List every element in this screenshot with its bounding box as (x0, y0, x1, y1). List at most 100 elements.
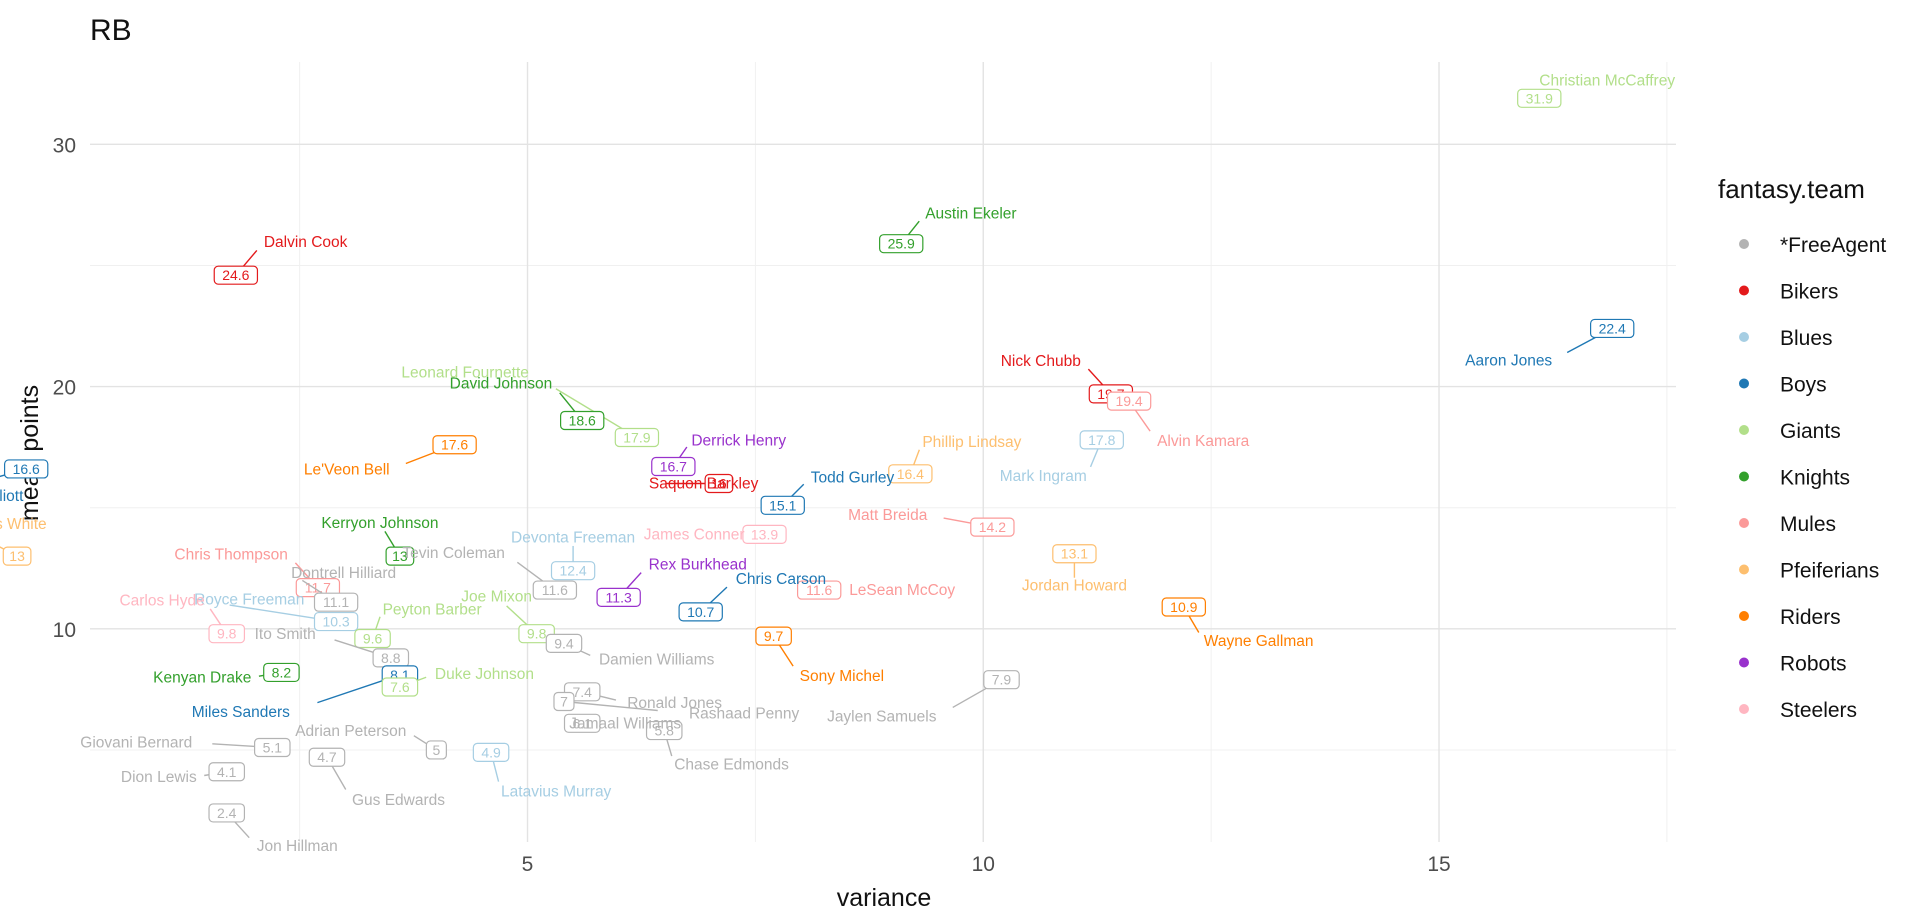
point-rex-burkhead: 11.3 Rex Burkhead (596, 556, 747, 607)
x-axis-ticks: 5 10 15 (522, 853, 1451, 876)
legend-label: Boys (1780, 374, 1827, 397)
value-label-box (3, 459, 49, 479)
point-jaylen-samuels: 7.9 Jaylen Samuels (827, 670, 1020, 726)
player-label: Tevin Coleman (402, 545, 505, 562)
value-label: 5.8 (655, 723, 675, 739)
legend-item: Giants (1739, 420, 1841, 443)
value-label: 17.6 (441, 437, 468, 453)
value-label-box (879, 234, 924, 254)
value-label: 11.6 (542, 582, 568, 598)
value-label-box (208, 803, 246, 823)
value-label-box (678, 602, 723, 622)
value-label-box (1079, 430, 1124, 450)
value-label-box (253, 737, 291, 758)
value-label-box (1052, 544, 1097, 564)
legend-label: *FreeAgent (1780, 234, 1886, 257)
value-label: 5 (432, 742, 440, 758)
point-james-white: 13 James White (0, 516, 47, 566)
point-mark-ingram: 17.8 Mark Ingram (1000, 430, 1124, 485)
value-label-box (313, 611, 359, 632)
player-label: Chase Edmonds (674, 757, 789, 774)
value-label-box (1106, 391, 1152, 411)
value-label-box (208, 762, 246, 782)
player-label: Jon Hillman (257, 838, 338, 855)
y-tick-label: 10 (53, 619, 76, 642)
legend-label: Blues (1780, 327, 1833, 350)
point-david-johnson: 18.6 David Johnson (450, 376, 605, 431)
chart-title: RB (90, 14, 132, 47)
legend-item: Bikers (1739, 281, 1838, 304)
player-label: Aaron Jones (1465, 352, 1552, 369)
player-label: Ito Smith (255, 626, 316, 643)
point-leonard-fournette: 17.9 Leonard Fournette (401, 364, 660, 448)
player-label: Mark Ingram (1000, 468, 1087, 485)
point-gus-edwards: 4.7 Gus Edwards (308, 747, 445, 809)
player-label: Rex Burkhead (649, 556, 747, 573)
player-label: Jordan Howard (1022, 578, 1127, 595)
value-label: 16.6 (13, 461, 40, 477)
legend-item: Mules (1739, 513, 1836, 536)
legend-label: Giants (1780, 420, 1841, 443)
y-axis-title: mean points (16, 385, 44, 521)
value-label: 7.4 (572, 684, 592, 700)
leader-line (563, 700, 658, 712)
player-label: Chris Carson (736, 571, 826, 588)
value-label-box (308, 747, 346, 767)
value-label: 4.9 (481, 744, 501, 760)
player-label: James Conner (644, 526, 745, 543)
value-label-box (545, 633, 583, 653)
value-label: 5.1 (263, 740, 283, 756)
player-label: Dontrell Hilliard (291, 565, 396, 582)
value-label-box (596, 587, 641, 607)
point-ezekiel-elliott: 16.6 Ezekiel Elliott (0, 459, 49, 505)
value-label: 31.9 (1526, 90, 1553, 106)
point-ronald-jones: 7.4 Ronald Jones (563, 682, 722, 712)
legend-label: Robots (1780, 653, 1847, 676)
player-label: Nick Chubb (1001, 353, 1081, 370)
point-james-conner: 13.9 James Conner (644, 524, 787, 544)
legend-key (1739, 704, 1749, 714)
player-label: Peyton Barber (383, 602, 482, 619)
point-wayne-gallman: 10.9 Wayne Gallman (1161, 597, 1313, 650)
point-duke-johnson: 7.6 Duke Johnson (381, 666, 534, 697)
value-label-box (614, 427, 660, 448)
point-tevin-coleman: 11.6 Tevin Coleman (402, 545, 578, 600)
legend-title: fantasy.team (1718, 174, 1865, 204)
player-label: Alvin Kamara (1157, 433, 1250, 450)
value-label: 9.7 (764, 628, 784, 644)
value-label-box (560, 410, 605, 431)
legend-item: Robots (1739, 653, 1847, 676)
player-label: Giovani Bernard (80, 735, 192, 752)
player-label: Dion Lewis (121, 769, 197, 786)
value-label: 11.1 (323, 594, 349, 610)
point-jordan-howard: 13.1 Jordan Howard (1022, 544, 1127, 595)
legend-label: Bikers (1780, 281, 1838, 304)
player-label: David Johnson (450, 376, 553, 393)
value-label-box (518, 624, 555, 644)
point-todd-gurley: 15.1 Todd Gurley (760, 469, 895, 515)
value-label-box (1589, 318, 1635, 339)
value-label-box (645, 720, 683, 741)
player-label: Ezekiel Elliott (0, 488, 24, 505)
legend-key (1739, 239, 1749, 249)
value-label: 7.6 (390, 679, 410, 695)
point-joe-mixon: 9.8 Joe Mixon (461, 589, 555, 644)
legend-label: Riders (1780, 606, 1841, 629)
legend-label: Knights (1780, 467, 1850, 490)
value-label: 16 (711, 475, 727, 491)
point-le-veon-bell: 17.6 Le'Veon Bell (304, 435, 477, 479)
value-label: 25.9 (888, 236, 915, 252)
point-austin-ekeler: 25.9 Austin Ekeler (879, 206, 1017, 254)
player-label: Rashaad Penny (689, 706, 800, 723)
value-label-box (385, 546, 415, 566)
player-label: Latavius Murray (501, 783, 612, 800)
point-giovani-bernard: 5.1 Giovani Bernard (80, 735, 291, 758)
value-label: 9.8 (527, 626, 547, 642)
value-label: 4.7 (317, 749, 337, 765)
value-label-box (532, 580, 578, 600)
player-label: Joe Mixon (461, 589, 532, 606)
